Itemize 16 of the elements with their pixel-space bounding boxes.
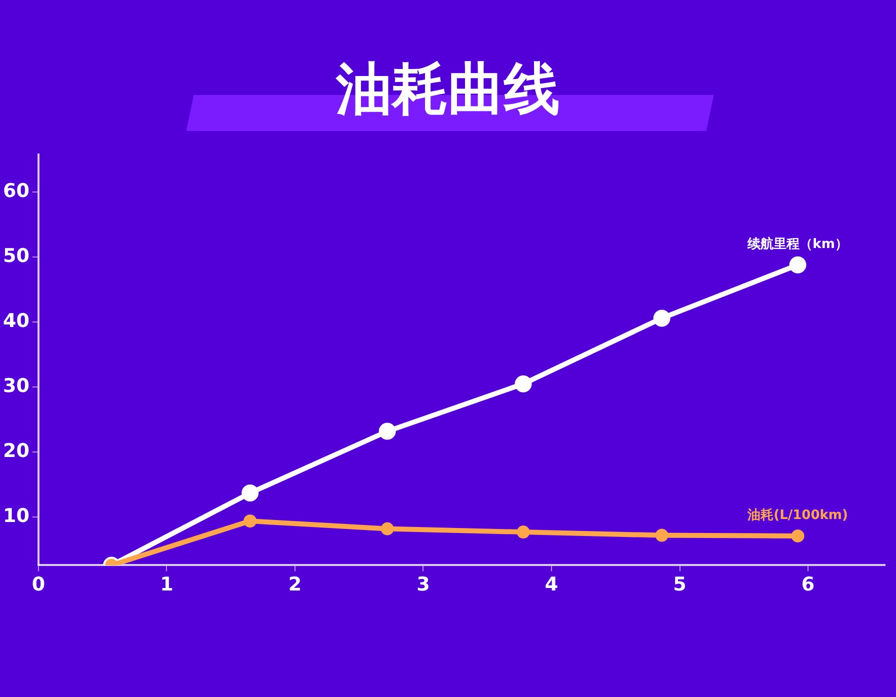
x-tick-label: 1 — [160, 574, 174, 596]
x-tick-label: 6 — [801, 574, 815, 596]
y-tick-label: 40 — [2, 310, 30, 332]
y-tick-label: 50 — [2, 245, 30, 268]
y-tick-label: 20 — [2, 440, 30, 462]
x-tick-label: 5 — [673, 574, 686, 596]
x-tick-label: 2 — [288, 574, 302, 596]
series-label: 续航里程（km） — [746, 236, 848, 252]
chart-title: 油耗曲线 — [334, 56, 561, 124]
y-tick-label: 30 — [2, 375, 30, 398]
x-tick-label: 0 — [32, 574, 46, 596]
y-tick-label: 60 — [2, 180, 30, 202]
y-tick-label: 10 — [2, 505, 30, 528]
x-tick-label: 3 — [416, 574, 430, 596]
x-tick-label: 4 — [544, 574, 558, 596]
series-label: 油耗(L/100km) — [746, 506, 848, 523]
